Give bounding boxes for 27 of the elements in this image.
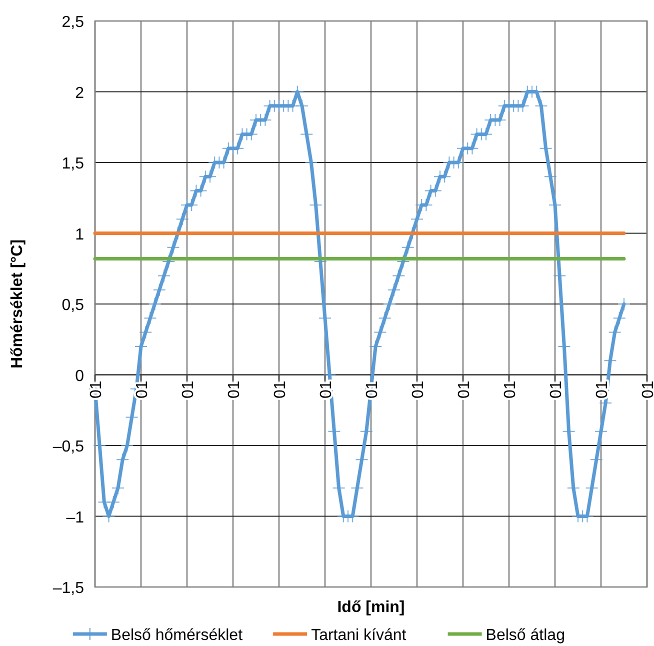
x-tick-label: 01 — [410, 380, 427, 399]
x-axis-title: Idő [min] — [337, 599, 405, 616]
y-tick-label: –0,5 — [52, 438, 84, 456]
x-tick-label: 01 — [226, 380, 243, 399]
y-tick-label: 1,5 — [62, 156, 84, 172]
y-tick-label: 2,5 — [62, 14, 84, 31]
x-tick-label: 01 — [548, 380, 565, 399]
legend-label: Tartani kívánt — [311, 627, 407, 644]
legend-label: Belső hőmérséklet — [110, 627, 244, 644]
x-tick-label: 01 — [456, 380, 473, 399]
y-tick-label: 0,5 — [62, 297, 84, 314]
y-tick-label: 1 — [75, 226, 84, 244]
x-tick-label: 01 — [88, 380, 105, 399]
x-tick-label: 01 — [180, 380, 197, 399]
y-axis-title: Hőmérséklet [°C] — [9, 239, 26, 369]
y-tick-label: 0 — [75, 368, 84, 385]
legend-label: Belső átlag — [486, 627, 565, 644]
x-tick-label: 01 — [594, 380, 611, 399]
y-tick-label: –1,5 — [52, 580, 84, 597]
x-tick-label: 01 — [318, 380, 335, 399]
x-tick-label: 01 — [364, 380, 381, 399]
y-tick-label: 2 — [75, 84, 84, 102]
y-tick-label: –1 — [66, 509, 84, 526]
x-tick-label: 01 — [502, 380, 519, 399]
x-tick-label: 01 — [272, 380, 289, 399]
x-tick-label: 01 — [640, 380, 654, 399]
x-tick-label: 01 — [134, 380, 151, 399]
